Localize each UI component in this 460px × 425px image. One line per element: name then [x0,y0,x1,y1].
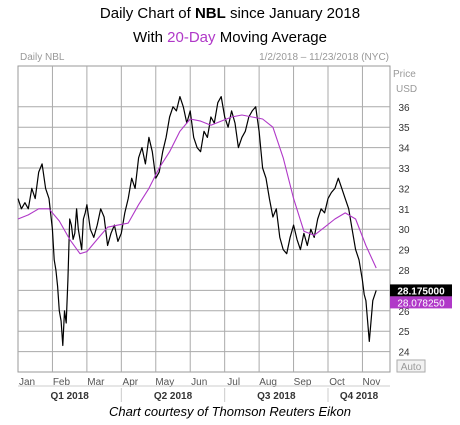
price-axis-title: Price [393,69,416,80]
x-tick-label: Jul [227,377,240,388]
x-tick-label: Sep [294,377,312,388]
y-tick-label: 32 [398,184,410,195]
y-tick-label: 33 [398,164,410,175]
quarter-label: Q1 2018 [50,391,89,402]
y-tick-label: 34 [398,144,410,155]
y-tick-label: 31 [398,205,410,216]
last-price-tag [390,284,452,297]
last-price-value: 28.175000 [397,286,445,297]
quarter-label: Q4 2018 [340,391,379,402]
chart-subtitle: With 20-Day Moving Average [133,29,327,46]
x-tick-label: Jun [191,377,207,388]
y-tick-label: 28 [398,266,410,277]
x-tick-label: Mar [87,377,105,388]
auto-scale-button[interactable] [396,359,426,373]
x-tick-label: Jan [19,377,35,388]
price-line [17,95,377,347]
x-tick-label: Feb [53,377,71,388]
corner-label: Daily NBL [20,52,65,63]
x-axis-ticks: Jan Feb Mar Apr May Jun Jul Aug Sep Oct Nov [19,377,380,388]
y-tick-label: 35 [398,123,410,134]
moving-average-line [17,114,377,269]
moving-average-tag [390,296,452,309]
ma-period-label: 20-Day [167,29,216,46]
y-tick-label: 29 [398,246,410,257]
y-axis-ticks: 24252627282930313233343536 [398,103,410,359]
x-tick-label: Aug [259,377,277,388]
x-tick-label: Apr [123,377,139,388]
date-range-label: 1/2/2018 – 11/23/2018 (NYC) [259,52,389,63]
currency-label: USD [396,84,417,95]
y-tick-label: 26 [398,307,410,318]
ticker-symbol: NBL [194,5,226,22]
quarter-labels: Q1 2018 Q2 2018 Q3 2018 Q4 2018 [50,388,379,402]
horizontal-gridlines [18,106,390,353]
x-tick-label: Nov [363,377,381,388]
chart-credit: Chart courtesy of Thomson Reuters Eikon [108,404,352,419]
vertical-gridlines [51,66,363,372]
series-layer [17,95,377,347]
moving-average-value: 28.078250 [397,298,445,309]
quarter-label: Q2 2018 [154,391,193,402]
y-tick-label: 25 [398,327,410,338]
auto-scale-label: Auto [401,362,422,373]
y-tick-label: 30 [398,225,410,236]
x-tick-label: May [155,377,174,388]
quarter-label: Q3 2018 [257,391,296,402]
x-tick-label: Oct [329,377,345,388]
y-tick-label: 24 [398,348,410,359]
chart-title: Daily Chart of NBL since January 2018 [99,5,361,22]
y-tick-label: 36 [398,103,410,114]
